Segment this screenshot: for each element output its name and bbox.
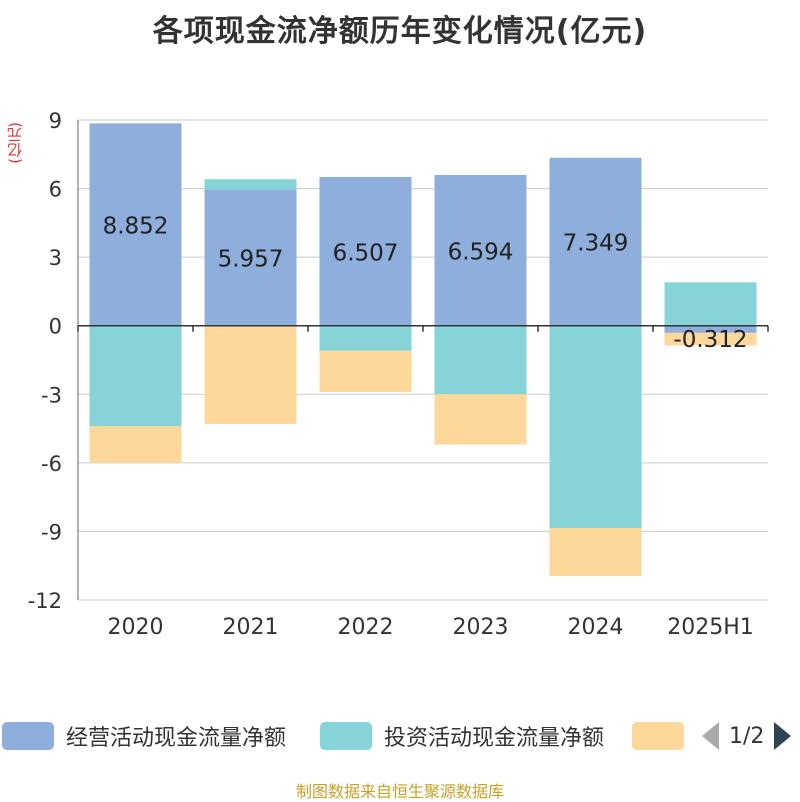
y-tick-label: 9 (49, 109, 62, 133)
bar-3-2022 (319, 350, 412, 392)
bar-3-2023 (434, 394, 527, 445)
bar-2-2022 (319, 325, 412, 351)
legend-page-indicator: 1/2 (729, 723, 765, 749)
legend-pager: 1/2 (702, 716, 792, 756)
x-tick-label: 2021 (223, 615, 279, 640)
bar-3-2025H1 (664, 332, 757, 346)
bar-2-2023 (434, 325, 527, 395)
bar-1-2020 (89, 123, 182, 326)
legend: 经营活动现金流量净额 投资活动现金流量净额 1/2 (0, 716, 800, 756)
data-label: -0.312 (673, 327, 747, 353)
y-tick-label: -6 (41, 452, 62, 476)
data-label: 6.594 (448, 239, 514, 265)
data-label: 8.852 (103, 214, 169, 240)
legend-swatch-operating (2, 722, 54, 750)
legend-label-operating: 经营活动现金流量净额 (66, 726, 287, 751)
chart-title: 各项现金流净额历年变化情况(亿元) (152, 14, 648, 49)
bar-3-2024 (549, 528, 642, 576)
x-tick-label: 2024 (568, 615, 624, 640)
bar-2-2020 (89, 325, 182, 427)
legend-swatch-financing (632, 722, 684, 750)
bar-3-2021 (204, 325, 297, 424)
bar-1-2022 (319, 176, 412, 326)
bar-1-2021 (204, 189, 297, 326)
bar-1-2023 (434, 174, 527, 326)
data-label: 7.349 (563, 231, 629, 257)
y-tick-label: -9 (41, 520, 62, 544)
legend-label-investing: 投资活动现金流量净额 (384, 726, 605, 751)
x-tick-label: 2022 (338, 615, 394, 640)
bar-2-2024 (549, 325, 642, 528)
bar-1-2024 (549, 157, 642, 326)
y-tick-label: -3 (41, 383, 62, 407)
legend-swatch-investing (320, 722, 372, 750)
data-source-note: 制图数据来自恒生聚源数据库 (295, 782, 504, 801)
data-label: 6.507 (333, 240, 399, 266)
legend-item-operating[interactable]: 经营活动现金流量净额 (2, 716, 286, 756)
legend-item-investing[interactable]: 投资活动现金流量净额 (320, 716, 604, 756)
y-tick-label: 0 (49, 315, 62, 339)
legend-prev-page-icon[interactable] (702, 722, 719, 750)
bar-2-2021 (204, 179, 297, 190)
legend-next-page-icon[interactable] (774, 722, 792, 750)
y-tick-label: 6 (49, 178, 62, 202)
bar-2-2025H1 (664, 282, 757, 326)
data-label: 5.957 (218, 247, 284, 273)
x-tick-label: 2025H1 (667, 615, 754, 640)
x-tick-label: 2020 (108, 615, 164, 640)
legend-item-financing[interactable] (632, 716, 684, 756)
x-tick-label: 2023 (453, 615, 509, 640)
y-tick-label: 3 (49, 246, 62, 270)
y-tick-label: -12 (28, 589, 62, 613)
stacked-bar-chart: 9 6 3 0 -3 -6 -9 -12 2020 2021 2022 2023 2024 2025H1 8… (28, 109, 769, 640)
bar-3-2020 (89, 426, 182, 463)
bar-1-2025H1 (664, 325, 757, 333)
